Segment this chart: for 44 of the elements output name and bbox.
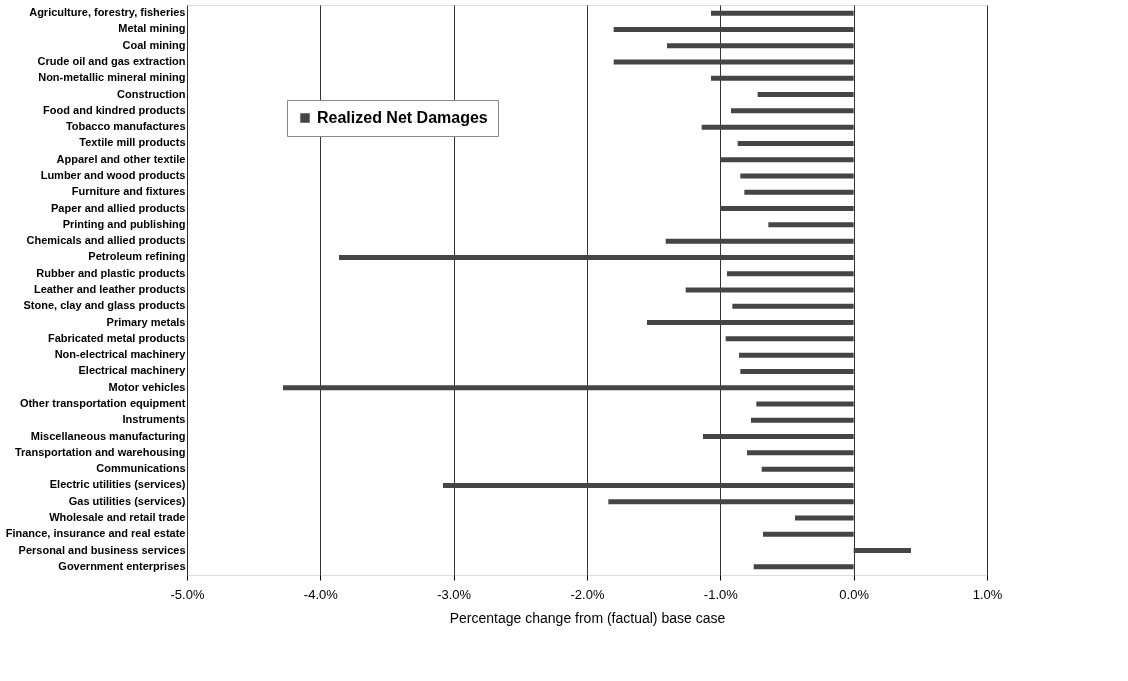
y-tick-label: Agriculture, forestry, fisheries xyxy=(29,6,186,19)
y-tick-label: Miscellaneous manufacturing xyxy=(30,429,186,442)
y-tick-label: Paper and allied products xyxy=(51,201,186,214)
y-tick-label: Chemicals and allied products xyxy=(26,234,186,247)
y-tick-label: Electric utilities (services) xyxy=(49,478,186,491)
x-tick-label: 1.0% xyxy=(972,586,1003,602)
y-tick-label: Other transportation equipment xyxy=(19,397,186,409)
x-tick-label: -4.0% xyxy=(303,586,339,602)
y-tick-label: Fabricated metal products xyxy=(47,331,186,344)
y-tick-label: Wholesale and retail trade xyxy=(49,511,186,523)
y-tick-label: Coal mining xyxy=(122,38,186,51)
y-tick-label: Printing and publishing xyxy=(62,217,186,230)
y-tick-label: Lumber and wood products xyxy=(40,169,186,181)
y-tick-label: Apparel and other textile xyxy=(56,152,186,165)
x-tick-label: -3.0% xyxy=(437,586,472,602)
y-tick-label: Personal and business services xyxy=(18,543,186,556)
y-tick-label: Furniture and fixtures xyxy=(71,185,186,198)
y-tick-label: Metal mining xyxy=(118,22,186,35)
y-tick-label: Stone, clay and glass products xyxy=(23,299,186,312)
x-tick-label: -2.0% xyxy=(570,586,605,602)
y-tick-label: Gas utilities (services) xyxy=(68,494,186,507)
x-tick-label: -5.0% xyxy=(170,586,205,602)
y-tick-label: Leather and leather products xyxy=(33,283,186,295)
y-tick-label: Finance, insurance and real estate xyxy=(5,527,186,540)
y-tick-label: Motor vehicles xyxy=(108,380,186,393)
x-axis-title: Percentage change from (factual) base case xyxy=(449,609,726,626)
x-tick-label: 0.0% xyxy=(839,586,870,602)
y-tick-label: Primary metals xyxy=(106,315,186,328)
y-tick-label: Government enterprises xyxy=(58,559,186,572)
y-tick-label: Construction xyxy=(117,87,186,100)
y-tick-label: Transportation and warehousing xyxy=(14,445,186,458)
legend-label: Realized Net Damages xyxy=(317,109,488,126)
y-tick-label: Tobacco manufactures xyxy=(65,120,186,133)
y-tick-label: Textile mill products xyxy=(79,136,186,149)
x-tick-label: -1.0% xyxy=(703,586,739,602)
y-tick-label: Instruments xyxy=(122,413,186,426)
y-tick-label: Communications xyxy=(96,462,186,475)
y-tick-label: Petroleum refining xyxy=(88,250,186,263)
y-tick-label: Non-metallic mineral mining xyxy=(38,71,186,84)
y-tick-label: Rubber and plastic products xyxy=(36,266,186,279)
y-tick-label: Crude oil and gas extraction xyxy=(37,55,186,67)
y-tick-label: Electrical machinery xyxy=(78,364,187,377)
y-tick-label: Non-electrical machinery xyxy=(54,348,187,361)
y-tick-label: Food and kindred products xyxy=(43,103,186,116)
